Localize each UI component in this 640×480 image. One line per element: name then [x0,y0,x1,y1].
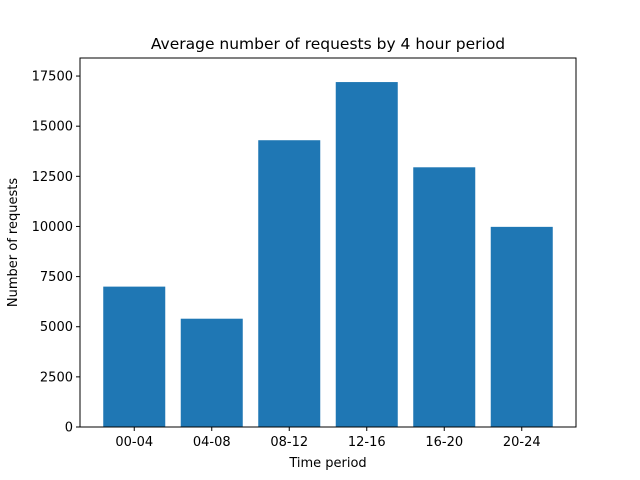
bar-08-12 [258,140,321,427]
y-axis-ticks: 0 2500 5000 7500 10000 12500 15000 17500 [32,70,80,436]
x-axis-ticks: 00-04 04-08 08-12 12-16 16-20 20-24 [115,427,541,450]
x-tick-label: 16-20 [425,435,463,450]
bars-group [103,82,553,427]
y-tick-label: 17500 [32,70,73,85]
chart-title: Average number of requests by 4 hour per… [151,35,505,53]
y-tick-label: 7500 [40,270,73,285]
plot-frame [79,57,577,428]
x-tick-label: 12-16 [348,435,386,450]
x-tick-label: 08-12 [270,435,308,450]
y-tick-label: 5000 [40,320,73,335]
bar-20-24 [490,226,553,427]
bar-12-16 [335,82,398,427]
y-tick-label: 15000 [32,120,73,135]
x-axis-label: Time period [288,456,366,471]
y-axis-label: Number of requests [6,178,21,307]
x-tick-label: 04-08 [193,435,231,450]
x-tick-label: 00-04 [115,435,153,450]
bar-16-20 [413,167,476,427]
y-tick-label: 2500 [40,370,73,385]
y-tick-label: 12500 [32,170,73,185]
bar-00-04 [103,286,166,427]
y-tick-label: 10000 [32,220,73,235]
bar-04-08 [180,318,243,427]
y-tick-label: 0 [65,421,73,436]
x-tick-label: 20-24 [503,435,541,450]
